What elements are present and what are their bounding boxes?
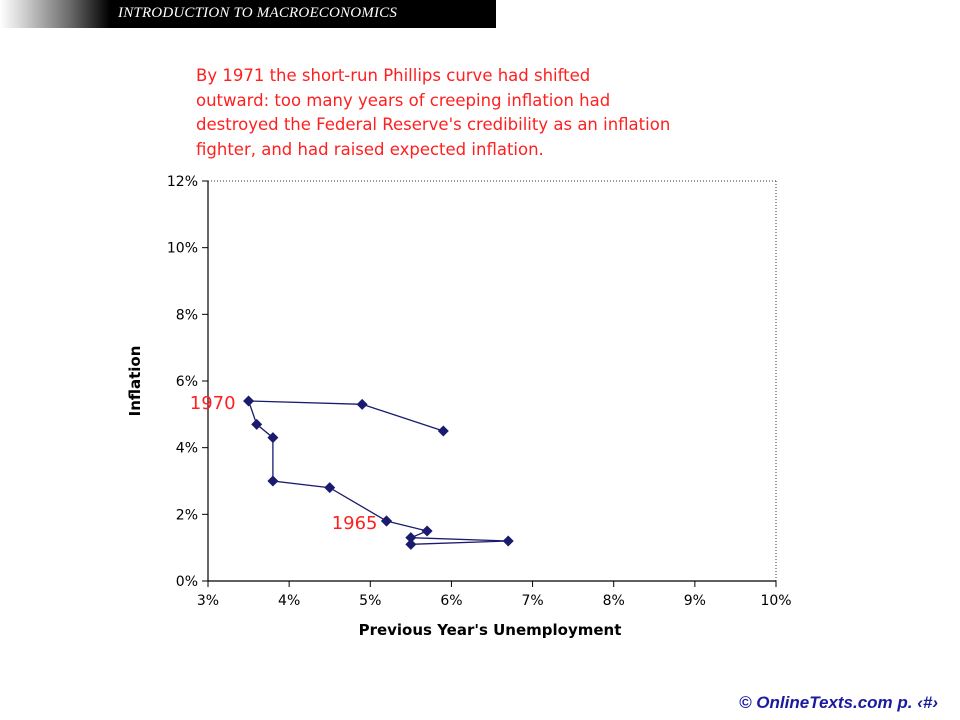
x-tick-label: 7% <box>521 593 543 609</box>
caption-line: By 1971 the short-run Phillips curve had… <box>196 66 591 85</box>
annotation-1970: 1970 <box>190 393 236 414</box>
series-line <box>386 520 509 545</box>
data-point <box>267 432 279 444</box>
x-tick-label: 10% <box>760 593 791 609</box>
y-tick-label: 12% <box>167 174 198 190</box>
data-point <box>405 532 417 544</box>
y-tick-label: 0% <box>176 574 198 590</box>
data-point <box>267 475 279 487</box>
y-axis-title: Inflation <box>126 346 144 417</box>
data-point <box>251 418 263 430</box>
caption-line: destroyed the Federal Reserve's credibil… <box>196 115 671 134</box>
y-tick-label: 4% <box>176 441 198 457</box>
x-tick-label: 9% <box>684 593 706 609</box>
series-line <box>247 400 444 522</box>
x-tick-label: 3% <box>197 593 219 609</box>
data-point <box>421 525 433 537</box>
data-point <box>405 538 417 550</box>
annotation-1965: 1965 <box>332 513 378 534</box>
data-point <box>437 425 449 437</box>
header-bar: INTRODUCTION TO MACROECONOMICS <box>0 0 496 28</box>
caption-line: outward: too many years of creeping infl… <box>196 90 611 110</box>
caption-line: fighter, and had raised expected inflati… <box>196 139 544 159</box>
x-tick-label: 5% <box>359 593 381 609</box>
y-tick-label: 10% <box>167 241 198 257</box>
x-tick-label: 4% <box>278 593 300 609</box>
x-axis-title: Previous Year's Unemployment <box>359 621 622 639</box>
y-tick-label: 2% <box>176 507 198 523</box>
header-title: INTRODUCTION TO MACROECONOMICS <box>118 5 398 21</box>
x-tick-label: 8% <box>603 593 625 609</box>
y-tick-label: 8% <box>176 307 198 323</box>
data-point <box>356 398 368 410</box>
data-point <box>243 395 255 407</box>
copyright-text: © OnlineTexts.com <box>739 693 893 712</box>
page-number: p. ‹#› <box>897 693 938 712</box>
data-point <box>381 515 393 527</box>
footer: © OnlineTexts.com p. ‹#› <box>739 693 938 713</box>
data-point <box>324 482 336 494</box>
y-tick-label: 6% <box>176 374 198 390</box>
data-point <box>502 535 514 547</box>
x-tick-label: 6% <box>440 593 462 609</box>
chart-caption: By 1971 the short-run Phillips curve had… <box>196 64 756 162</box>
